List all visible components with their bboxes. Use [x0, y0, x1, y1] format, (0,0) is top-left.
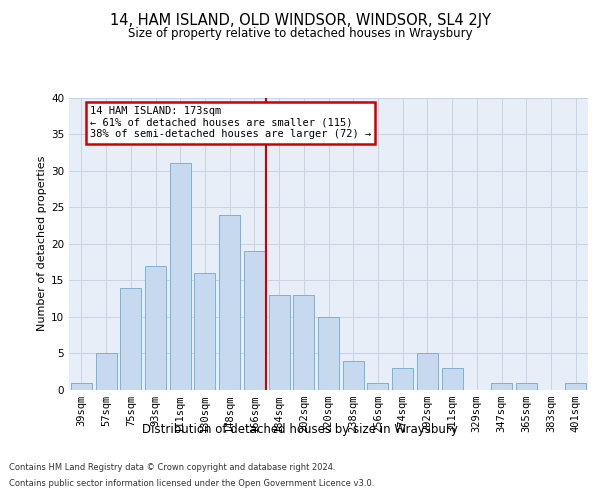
- Text: Contains public sector information licensed under the Open Government Licence v3: Contains public sector information licen…: [9, 478, 374, 488]
- Bar: [269, 295, 290, 390]
- Text: Contains HM Land Registry data © Crown copyright and database right 2024.: Contains HM Land Registry data © Crown c…: [9, 464, 335, 472]
- Bar: [71, 382, 92, 390]
- Bar: [293, 295, 314, 390]
- Text: Size of property relative to detached houses in Wraysbury: Size of property relative to detached ho…: [128, 28, 472, 40]
- Bar: [244, 251, 265, 390]
- Bar: [442, 368, 463, 390]
- Bar: [194, 273, 215, 390]
- Text: Distribution of detached houses by size in Wraysbury: Distribution of detached houses by size …: [142, 422, 458, 436]
- Bar: [318, 317, 339, 390]
- Bar: [145, 266, 166, 390]
- Text: 14, HAM ISLAND, OLD WINDSOR, WINDSOR, SL4 2JY: 14, HAM ISLAND, OLD WINDSOR, WINDSOR, SL…: [110, 12, 491, 28]
- Bar: [491, 382, 512, 390]
- Bar: [95, 354, 116, 390]
- Bar: [516, 382, 537, 390]
- Y-axis label: Number of detached properties: Number of detached properties: [37, 156, 47, 332]
- Bar: [219, 214, 240, 390]
- Text: 14 HAM ISLAND: 173sqm
← 61% of detached houses are smaller (115)
38% of semi-det: 14 HAM ISLAND: 173sqm ← 61% of detached …: [90, 106, 371, 140]
- Bar: [120, 288, 141, 390]
- Bar: [392, 368, 413, 390]
- Bar: [565, 382, 586, 390]
- Bar: [343, 361, 364, 390]
- Bar: [417, 354, 438, 390]
- Bar: [170, 164, 191, 390]
- Bar: [367, 382, 388, 390]
